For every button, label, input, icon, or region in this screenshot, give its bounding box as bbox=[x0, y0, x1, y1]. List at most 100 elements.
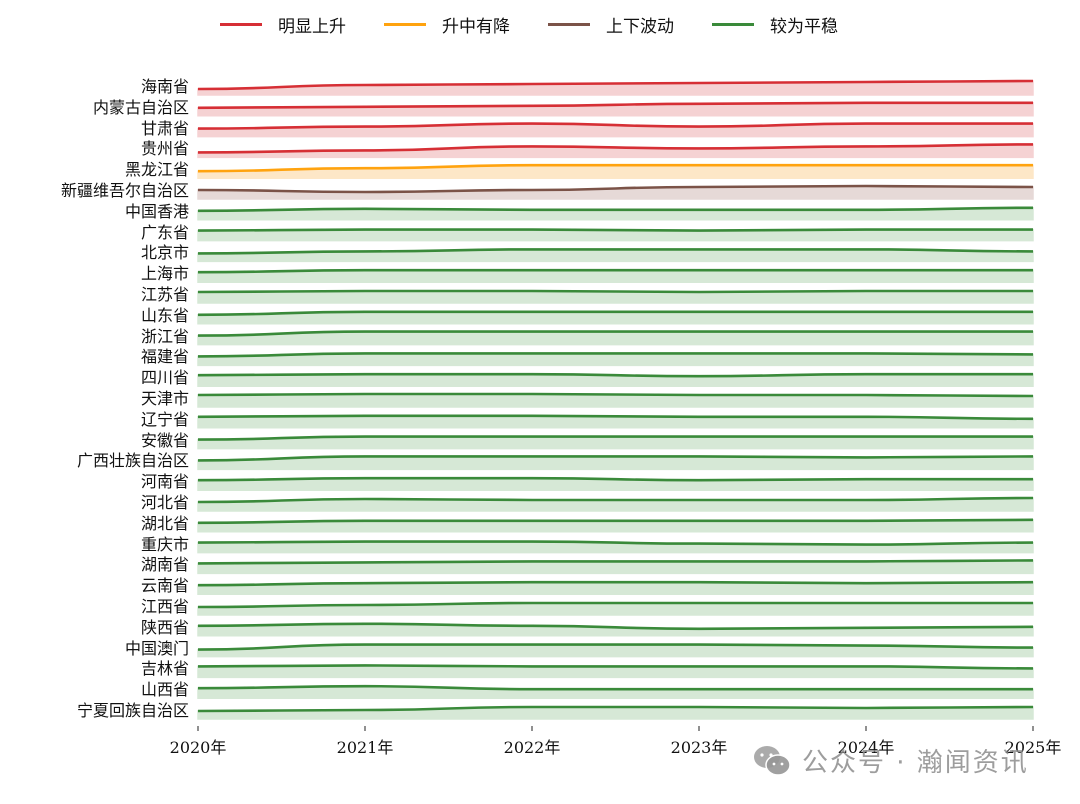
ridge-series bbox=[197, 684, 1034, 699]
y-axis-label: 广东省 bbox=[140, 222, 189, 242]
legend-swatch-stable bbox=[712, 22, 754, 26]
y-axis-label: 河北省 bbox=[140, 493, 189, 512]
ridge-series bbox=[197, 643, 1034, 658]
x-axis-label: 2021年 bbox=[336, 738, 394, 757]
ridge-line bbox=[197, 352, 1034, 358]
ridge-line bbox=[197, 289, 1033, 294]
y-axis-label: 北京市 bbox=[140, 243, 189, 263]
ridge-line bbox=[197, 601, 1033, 609]
legend-item-fluctuating: 上下波动 bbox=[548, 12, 674, 37]
legend-item-rise-then-fall: 升中有降 bbox=[384, 12, 510, 37]
ridge-line bbox=[197, 163, 1033, 173]
legend-item-stable: 较为平稳 bbox=[712, 12, 838, 37]
ridge-series bbox=[197, 268, 1034, 283]
x-axis-label: 2025年 bbox=[1004, 738, 1062, 757]
ridge-area bbox=[197, 623, 1034, 637]
ridge-line bbox=[197, 248, 1034, 255]
legend-swatch-rising bbox=[220, 22, 262, 26]
y-axis-label: 甘肃省 bbox=[140, 118, 189, 138]
ridge-line bbox=[197, 455, 1034, 462]
ridge-series bbox=[197, 664, 1034, 679]
ridge-series bbox=[197, 352, 1034, 367]
ridge-line bbox=[197, 664, 1034, 670]
ridge-line bbox=[197, 705, 1034, 713]
ridge-line bbox=[197, 435, 1033, 441]
ridge-series bbox=[197, 540, 1034, 554]
ridge-series bbox=[197, 622, 1034, 637]
ridge-line bbox=[197, 518, 1034, 525]
watermark-text: 公众号 · 瀚闻资讯 bbox=[802, 748, 1029, 778]
chart-legend: 明显上升 升中有降 上下波动 较为平稳 bbox=[220, 12, 876, 37]
y-axis-label: 浙江省 bbox=[140, 326, 189, 346]
ridge-series bbox=[197, 289, 1034, 304]
ridge-series-group bbox=[197, 79, 1034, 720]
ridge-series bbox=[197, 601, 1034, 616]
wechat-icon bbox=[754, 745, 791, 776]
y-axis-label: 重庆市 bbox=[140, 534, 189, 554]
ridge-line bbox=[197, 143, 1034, 154]
y-axis-label: 中国澳门 bbox=[124, 638, 189, 658]
ridge-series bbox=[197, 518, 1034, 533]
ridge-series bbox=[197, 476, 1034, 491]
ridge-line bbox=[197, 392, 1034, 398]
y-axis-label: 新疆维吾尔自治区 bbox=[60, 181, 189, 200]
ridge-line bbox=[197, 330, 1033, 337]
legend-swatch-rise-then-fall bbox=[384, 22, 426, 26]
y-axis-label: 上海市 bbox=[140, 264, 189, 284]
ridge-area bbox=[197, 269, 1034, 283]
x-axis-label: 2022年 bbox=[503, 738, 561, 757]
x-axis-label: 2023年 bbox=[670, 738, 728, 757]
ridge-area bbox=[197, 311, 1034, 325]
ridge-series bbox=[197, 228, 1034, 242]
y-axis-label: 海南省 bbox=[140, 77, 189, 96]
ridge-series bbox=[197, 372, 1034, 387]
ridge-series bbox=[197, 435, 1034, 450]
y-axis-label: 贵州省 bbox=[140, 139, 189, 159]
y-axis-label: 宁夏回族自治区 bbox=[76, 701, 189, 720]
ridge-series bbox=[197, 705, 1034, 720]
legend-label: 明显上升 bbox=[278, 16, 346, 37]
y-axis-label: 云南省 bbox=[140, 576, 189, 596]
ridge-series bbox=[197, 330, 1034, 346]
ridge-series bbox=[197, 559, 1034, 575]
ridge-line bbox=[197, 540, 1034, 546]
y-axis-label: 陕西省 bbox=[140, 617, 189, 637]
y-axis-label: 山东省 bbox=[140, 305, 189, 325]
ridge-line bbox=[197, 206, 1034, 213]
y-axis-label: 河南省 bbox=[140, 472, 189, 492]
ridge-line bbox=[197, 476, 1033, 482]
ridge-line bbox=[197, 372, 1033, 378]
ridge-line bbox=[197, 580, 1034, 587]
y-axis-label: 山西省 bbox=[140, 680, 189, 700]
y-axis-label: 江西省 bbox=[140, 597, 189, 616]
ridge-line bbox=[197, 79, 1034, 91]
legend-item-rising: 明显上升 bbox=[220, 12, 346, 37]
x-axis-label: 2024年 bbox=[837, 738, 895, 757]
ridge-line bbox=[197, 559, 1034, 565]
y-axis-label: 天津市 bbox=[140, 389, 189, 408]
ridge-series bbox=[197, 580, 1034, 595]
ridge-series bbox=[197, 310, 1034, 325]
ridge-line bbox=[197, 414, 1034, 421]
legend-label: 上下波动 bbox=[606, 16, 674, 37]
y-axis-label: 江苏省 bbox=[140, 285, 189, 304]
ridge-series bbox=[197, 496, 1034, 512]
legend-label: 升中有降 bbox=[442, 16, 510, 37]
ridge-series bbox=[197, 143, 1034, 159]
ridge-area bbox=[197, 435, 1034, 450]
y-axis-label: 广西壮族自治区 bbox=[76, 451, 189, 471]
ridge-line bbox=[197, 684, 1033, 691]
ridge-series bbox=[197, 455, 1034, 471]
y-axis-label: 福建省 bbox=[140, 347, 189, 367]
y-axis-label: 辽宁省 bbox=[140, 409, 189, 429]
ridge-line bbox=[197, 184, 1034, 194]
x-axis bbox=[197, 725, 1034, 731]
ridge-series bbox=[197, 206, 1034, 221]
y-axis-label: 湖北省 bbox=[140, 513, 189, 533]
y-axis-label: 黑龙江省 bbox=[124, 160, 189, 180]
y-axis-label: 吉林省 bbox=[140, 659, 189, 679]
legend-label: 较为平稳 bbox=[770, 16, 838, 37]
ridge-series bbox=[197, 101, 1034, 117]
ridge-line bbox=[197, 122, 1033, 130]
legend-swatch-fluctuating bbox=[548, 22, 590, 26]
